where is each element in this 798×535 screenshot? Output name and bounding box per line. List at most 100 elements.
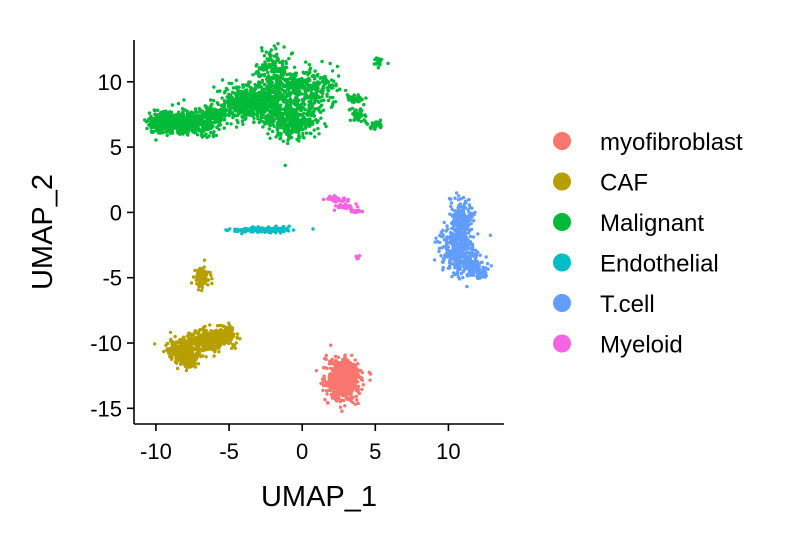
- data-point: [247, 228, 252, 232]
- data-point: [220, 335, 224, 340]
- data-point: [312, 77, 317, 81]
- data-point: [194, 355, 199, 359]
- data-point: [209, 130, 213, 135]
- data-point: [334, 390, 339, 395]
- data-point: [268, 136, 272, 140]
- data-point: [278, 79, 282, 83]
- data-point: [185, 345, 189, 349]
- data-point: [327, 362, 332, 366]
- data-point: [277, 60, 282, 64]
- data-point: [301, 97, 305, 102]
- data-point: [368, 378, 372, 382]
- data-point: [196, 342, 200, 346]
- data-point: [349, 389, 353, 394]
- data-point: [249, 107, 253, 111]
- data-point: [307, 121, 311, 126]
- data-point: [341, 398, 346, 403]
- data-point: [240, 231, 244, 236]
- data-point: [256, 82, 261, 86]
- data-point: [453, 236, 458, 241]
- data-point: [212, 348, 217, 352]
- data-point: [298, 92, 302, 97]
- data-point: [334, 204, 338, 208]
- data-point: [240, 228, 244, 232]
- data-point: [350, 400, 355, 404]
- data-point: [343, 379, 348, 383]
- data-point: [279, 114, 284, 119]
- data-point: [354, 377, 358, 381]
- data-point: [268, 63, 272, 67]
- data-point: [200, 133, 204, 138]
- data-point: [302, 136, 306, 140]
- data-point: [310, 113, 314, 117]
- data-point: [261, 125, 265, 129]
- data-point: [234, 102, 238, 106]
- data-point: [455, 271, 459, 275]
- data-point: [210, 333, 215, 337]
- data-point: [152, 119, 156, 124]
- data-point: [267, 127, 271, 131]
- data-point: [235, 332, 240, 336]
- data-point: [297, 85, 301, 90]
- data-point: [208, 343, 212, 347]
- data-point: [356, 372, 360, 377]
- data-point: [185, 114, 190, 118]
- data-point: [466, 231, 471, 235]
- data-point: [337, 362, 341, 367]
- data-point: [200, 109, 204, 113]
- data-point: [271, 95, 275, 99]
- data-point: [192, 339, 196, 344]
- data-point: [448, 212, 452, 216]
- data-point: [364, 114, 368, 119]
- data-point: [233, 97, 237, 102]
- data-point: [278, 124, 282, 128]
- x-tick-label: -10: [140, 439, 172, 464]
- data-point: [245, 84, 250, 88]
- data-point: [256, 226, 260, 230]
- data-point: [360, 378, 364, 382]
- data-point: [276, 130, 280, 135]
- data-point: [331, 95, 335, 100]
- data-point: [453, 272, 457, 277]
- data-point: [324, 389, 329, 393]
- data-point: [317, 82, 321, 86]
- data-point: [330, 385, 335, 389]
- data-point: [330, 359, 334, 364]
- data-point: [202, 265, 206, 269]
- data-point: [457, 225, 461, 230]
- data-point: [360, 210, 364, 214]
- y-tick-label: 5: [110, 135, 122, 160]
- data-point: [246, 97, 250, 101]
- data-point: [453, 228, 457, 233]
- data-point: [279, 131, 283, 136]
- data-point: [292, 65, 297, 70]
- data-point: [313, 69, 317, 73]
- data-point: [238, 101, 242, 106]
- data-point: [442, 220, 446, 225]
- data-point: [267, 230, 271, 235]
- x-tick-label: -5: [219, 439, 239, 464]
- data-point: [304, 60, 308, 64]
- data-point: [175, 361, 179, 365]
- data-point: [340, 409, 344, 413]
- data-point: [181, 118, 185, 122]
- data-point: [152, 108, 156, 112]
- data-point: [456, 244, 460, 248]
- data-point: [464, 266, 468, 270]
- data-point: [270, 88, 274, 92]
- data-point: [460, 216, 464, 220]
- data-point: [225, 95, 229, 99]
- data-point: [216, 332, 220, 336]
- data-point: [479, 260, 483, 265]
- data-point: [211, 338, 215, 343]
- data-point: [450, 221, 454, 225]
- data-point: [484, 274, 488, 278]
- data-point: [231, 86, 236, 90]
- data-point: [147, 111, 152, 115]
- data-point: [218, 111, 222, 116]
- data-point: [449, 201, 454, 205]
- data-point: [321, 84, 325, 89]
- data-point: [346, 390, 350, 394]
- data-point: [162, 126, 166, 130]
